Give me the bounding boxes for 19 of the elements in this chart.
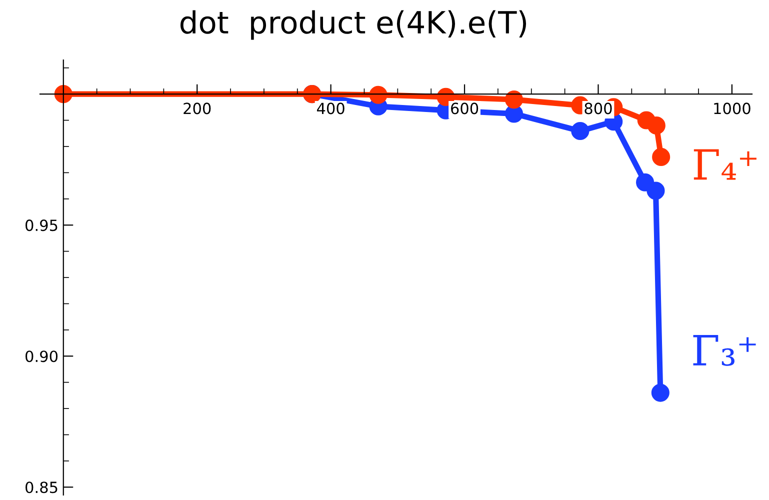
point [369,86,388,104]
point [646,182,665,200]
point [54,85,72,104]
point [651,384,670,402]
chart-title: dot product e(4K).e(T) [180,10,526,40]
point [647,116,666,135]
y-tick-label: 0.95 [26,220,58,232]
y-tick-label: 0.90 [26,350,58,362]
x-tick-label: 200 [184,102,211,114]
point [504,90,524,109]
point [652,148,670,166]
x-tick-label: 400 [316,102,344,114]
point [571,122,590,140]
x-tick-label: 600 [451,102,478,114]
series-label: Γ₄⁺ [694,149,756,180]
series-label: Γ₃⁺ [693,335,756,366]
x-tick-label: 1000 [714,102,750,114]
y-tick-label: 0.85 [26,482,58,494]
x-tick-label: 800 [584,102,612,114]
